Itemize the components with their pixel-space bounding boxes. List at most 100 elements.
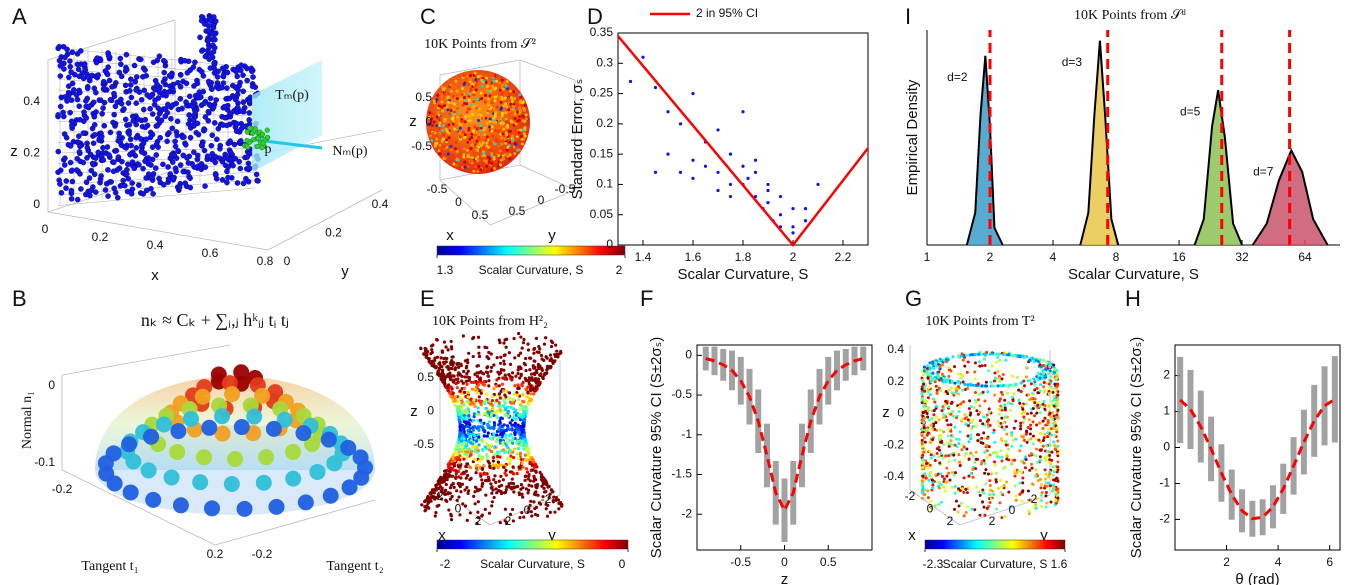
sphere-point xyxy=(428,116,432,120)
point-cloud-dot xyxy=(84,155,90,161)
point-cloud-dot xyxy=(206,44,212,51)
surface-point xyxy=(490,449,494,454)
surface-point xyxy=(444,475,448,479)
surface-point xyxy=(1031,482,1035,486)
sphere-point xyxy=(506,152,510,156)
surface-point xyxy=(920,385,924,389)
surface-point xyxy=(521,421,525,425)
surface-point xyxy=(983,513,987,517)
surface-point xyxy=(1030,397,1034,401)
x-tick-label: 0 xyxy=(927,502,934,516)
sphere-point xyxy=(439,117,443,121)
point-cloud-dot xyxy=(69,49,76,56)
surface-point xyxy=(503,373,507,377)
panel-label: F xyxy=(640,286,653,311)
dome-point xyxy=(214,425,231,442)
surface-point xyxy=(440,350,445,354)
point-cloud-dot xyxy=(67,58,73,64)
surface-point xyxy=(1055,470,1059,474)
point-cloud-dot xyxy=(217,146,223,152)
surface-point xyxy=(503,377,507,381)
surface-point xyxy=(996,420,1000,424)
sphere-point xyxy=(506,123,510,127)
z-tick-label: 0.2 xyxy=(23,146,40,160)
surface-point xyxy=(544,336,548,340)
surface-point xyxy=(469,397,473,401)
surface-point xyxy=(450,366,454,371)
surface-point xyxy=(965,447,969,451)
surface-point xyxy=(926,406,930,410)
surface-point xyxy=(475,446,479,450)
surface-point xyxy=(1053,478,1057,482)
x-tick-label: 0.2 xyxy=(92,230,109,244)
dome-point xyxy=(172,497,189,514)
point-cloud-dot xyxy=(190,122,197,129)
sphere-point xyxy=(508,89,512,93)
surface-point xyxy=(520,511,524,515)
surface-point xyxy=(964,423,968,427)
point-cloud-dot xyxy=(81,61,88,67)
point-cloud-dot xyxy=(106,77,113,84)
sphere-point xyxy=(469,103,473,107)
surface-point xyxy=(475,463,479,467)
surface-point xyxy=(449,339,453,344)
surface-point xyxy=(964,452,968,456)
surface-point xyxy=(1017,398,1021,402)
surface-point xyxy=(463,375,467,379)
sphere-point xyxy=(483,100,487,104)
surface-point xyxy=(497,338,501,342)
dome-point xyxy=(227,450,244,467)
surface-point xyxy=(458,397,462,401)
surface-point xyxy=(476,383,480,387)
surface-point xyxy=(975,485,979,489)
surface-point xyxy=(1013,484,1017,488)
x-tick-label: 0.4 xyxy=(147,238,164,252)
surface-point xyxy=(490,500,494,504)
sphere-point xyxy=(522,132,526,136)
surface-point xyxy=(1003,403,1007,407)
surface-point xyxy=(504,345,508,349)
surface-point xyxy=(959,376,963,380)
surface-point xyxy=(967,486,971,490)
surface-point xyxy=(446,389,451,393)
surface-point xyxy=(999,404,1003,408)
surface-point xyxy=(490,406,495,411)
surface-point xyxy=(508,451,512,455)
surface-point xyxy=(464,441,468,445)
y-tick-label: 0 xyxy=(606,237,613,251)
surface-point xyxy=(476,448,481,453)
surface-point xyxy=(1003,465,1007,469)
surface-point xyxy=(465,462,470,466)
sphere-point xyxy=(431,114,435,118)
sphere-point xyxy=(469,147,473,151)
surface-point xyxy=(969,433,973,437)
surface-point xyxy=(422,352,426,356)
point-cloud-dot xyxy=(205,23,212,29)
surface-point xyxy=(1041,426,1045,430)
surface-point xyxy=(931,486,935,490)
z-axis-label: z xyxy=(882,404,890,421)
surface-point xyxy=(976,433,980,437)
surface-point xyxy=(496,460,501,464)
sphere-point xyxy=(524,113,528,117)
scatter-point xyxy=(741,110,745,114)
surface-point xyxy=(472,380,476,385)
surface-point xyxy=(461,426,465,430)
surface-point xyxy=(522,515,526,519)
surface-point xyxy=(495,398,499,402)
neighbor-dot xyxy=(260,140,266,146)
sphere-point xyxy=(450,101,454,105)
surface-point xyxy=(927,390,931,394)
point-cloud-dot xyxy=(213,97,219,103)
sphere-point xyxy=(517,106,521,110)
surface-point xyxy=(554,495,558,500)
surface-point xyxy=(497,384,501,388)
x-tick-label: 1.6 xyxy=(685,250,702,264)
sphere-point xyxy=(519,134,523,138)
surface-point xyxy=(538,470,542,475)
panel-label: E xyxy=(420,286,435,311)
point-cloud-dot xyxy=(154,81,160,88)
surface-point xyxy=(526,385,530,389)
surface-point xyxy=(935,388,939,392)
sphere-point xyxy=(523,120,527,124)
